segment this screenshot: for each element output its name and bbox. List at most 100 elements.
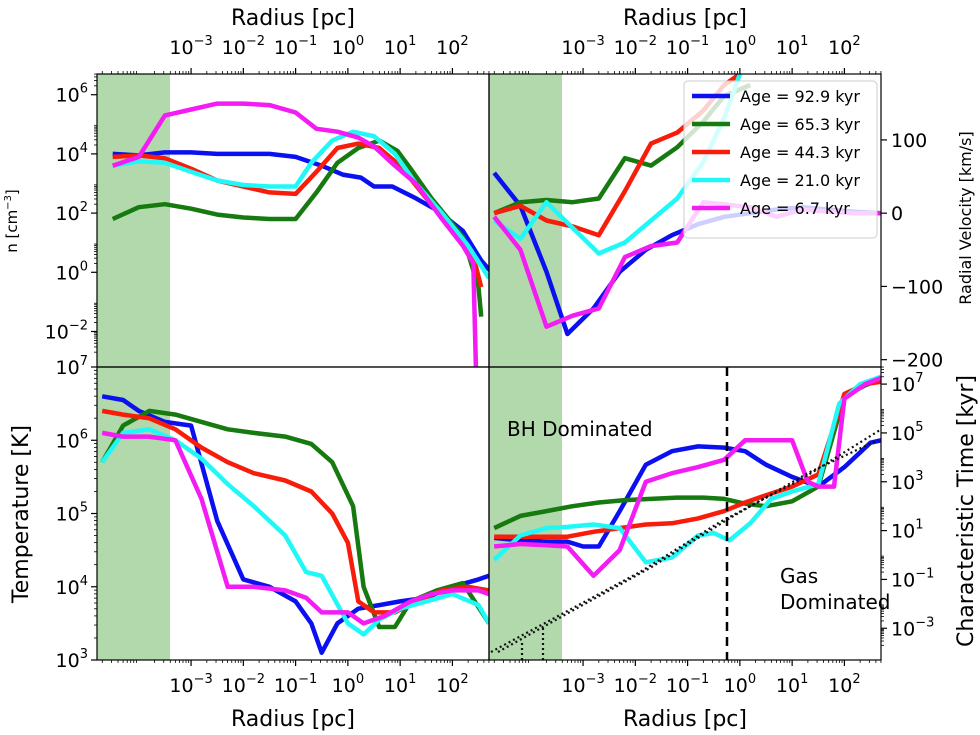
- xtick-sup-bottom-right-5: 2: [852, 672, 860, 687]
- ytick-base-bottom-left-1: 10: [56, 430, 80, 452]
- y-label-temperature: Temperature [K]: [9, 425, 34, 604]
- ytick-sup-bottom-right-4: −1: [915, 566, 934, 581]
- xtick-sup-top-right-0: −3: [586, 34, 605, 49]
- xtick-label-top-right-3: 100: [724, 34, 756, 59]
- legend-label-2: Age = 44.3 kyr: [740, 143, 860, 162]
- xtick-base-bottom-right-0: 10: [561, 675, 585, 697]
- xtick-sup-top-left-4: 1: [408, 34, 416, 49]
- xtick-label-top-left-3: 100: [332, 34, 364, 59]
- y-label-density: n [cm−3]: [3, 189, 21, 253]
- xtick-sup-top-right-2: −1: [690, 34, 709, 49]
- xtick-base-top-right-5: 10: [828, 37, 852, 59]
- xtick-sup-bottom-left-1: −2: [246, 672, 265, 687]
- ytick-label-bottom-right-3: 101: [891, 518, 923, 543]
- ytick-label-top-left-2: 102: [56, 200, 88, 225]
- y-label-density-main: n [cm: [3, 210, 21, 253]
- xtick-base-bottom-left-1: 10: [222, 675, 246, 697]
- xtick-base-bottom-left-0: 10: [169, 675, 193, 697]
- xtick-sup-bottom-right-1: −2: [638, 672, 657, 687]
- xtick-label-bottom-right-5: 102: [828, 672, 860, 697]
- xtick-label-top-left-1: 10−2: [222, 34, 265, 59]
- xtick-sup-bottom-right-4: 1: [800, 672, 808, 687]
- ytick-base-top-left-1: 10: [56, 144, 80, 166]
- ytick-sup-top-left-2: 2: [80, 200, 88, 215]
- xtick-label-bottom-left-4: 101: [384, 672, 416, 697]
- ytick-base-top-left-2: 10: [56, 203, 80, 225]
- legend-label-4: Age = 6.7 kyr: [740, 199, 850, 218]
- xtick-sup-top-left-2: −1: [298, 34, 317, 49]
- ytick-label-bottom-right-4: 10−1: [891, 566, 934, 591]
- xtick-label-bottom-right-1: 10−2: [614, 672, 657, 697]
- ytick-label-bottom-left-3: 104: [56, 574, 88, 599]
- xtick-sup-bottom-right-3: 0: [748, 672, 756, 687]
- annotation-gas: Gas: [780, 564, 818, 588]
- ytick-label-bottom-left-1: 106: [56, 427, 88, 452]
- xtick-label-top-left-5: 102: [436, 34, 468, 59]
- xtick-label-bottom-left-0: 10−3: [169, 672, 212, 697]
- ytick-label-top-left-1: 104: [56, 141, 88, 166]
- ytick-base-bottom-left-4: 10: [56, 650, 80, 672]
- y-label-density-end: ]: [3, 189, 21, 195]
- ytick-sup-bottom-right-1: 5: [915, 420, 923, 435]
- xtick-base-bottom-right-2: 10: [666, 675, 690, 697]
- series-bottom-right-3: [492, 374, 881, 565]
- ytick-base-bottom-right-1: 10: [891, 423, 915, 445]
- xtick-sup-top-right-1: −2: [638, 34, 657, 49]
- xtick-label-top-left-4: 101: [384, 34, 416, 59]
- ytick-base-bottom-right-4: 10: [891, 569, 915, 591]
- xtick-base-bottom-right-1: 10: [614, 675, 638, 697]
- ytick-label-top-left-3: 100: [56, 259, 88, 284]
- reference-dotted-line-2: [497, 439, 879, 653]
- xtick-sup-top-right-4: 1: [800, 34, 808, 49]
- ytick-sup-bottom-right-0: 7: [915, 371, 923, 386]
- xtick-base-top-right-3: 10: [724, 37, 748, 59]
- reference-dotted-lines: [490, 429, 881, 660]
- ytick-label-bottom-left-4: 103: [56, 647, 88, 672]
- legend-label-1: Age = 65.3 kyr: [740, 115, 860, 134]
- ytick-base-bottom-right-0: 10: [891, 374, 915, 396]
- xtick-label-bottom-right-0: 10−3: [561, 672, 604, 697]
- legend-label-0: Age = 92.9 kyr: [740, 87, 860, 106]
- xtick-label-bottom-left-2: 10−1: [274, 672, 317, 697]
- series-bottom-right-0: [493, 438, 881, 549]
- ytick-base-bottom-right-2: 10: [891, 472, 915, 494]
- xtick-sup-top-left-5: 2: [460, 34, 468, 49]
- ytick-base-top-left-3: 10: [56, 262, 80, 284]
- annotation-dominated: Dominated: [780, 590, 890, 614]
- ytick-sup-bottom-left-4: 3: [80, 647, 88, 662]
- xtick-sup-bottom-left-2: −1: [298, 672, 317, 687]
- xtick-label-top-left-2: 10−1: [274, 34, 317, 59]
- ytick-sup-bottom-left-3: 4: [80, 574, 88, 589]
- ytick-base-bottom-right-5: 10: [891, 618, 915, 640]
- xtick-base-top-left-1: 10: [222, 37, 246, 59]
- ytick-label-top-right-0: 100: [891, 130, 927, 152]
- xtick-sup-top-left-0: −3: [194, 34, 213, 49]
- ytick-label-top-right-2: −100: [891, 276, 943, 298]
- xtick-sup-top-right-5: 2: [852, 34, 860, 49]
- x-label-top-left: Radius [pc]: [231, 6, 355, 31]
- ytick-sup-bottom-right-3: 1: [915, 518, 923, 533]
- xtick-base-top-left-2: 10: [274, 37, 298, 59]
- xtick-base-top-left-0: 10: [169, 37, 193, 59]
- xtick-base-bottom-right-3: 10: [724, 675, 748, 697]
- y-label-velocity: Radial Velocity [km/s]: [956, 131, 975, 304]
- xtick-label-top-right-0: 10−3: [561, 34, 604, 59]
- ytick-label-bottom-right-1: 105: [891, 420, 923, 445]
- ytick-label-bottom-right-0: 107: [891, 371, 923, 396]
- ytick-base-bottom-right-3: 10: [891, 521, 915, 543]
- xtick-label-top-right-1: 10−2: [614, 34, 657, 59]
- ytick-sup-top-left-3: 0: [80, 259, 88, 274]
- xtick-sup-bottom-left-4: 1: [408, 672, 416, 687]
- xtick-base-bottom-left-5: 10: [436, 675, 460, 697]
- xtick-base-top-right-1: 10: [614, 37, 638, 59]
- xtick-sup-bottom-right-2: −1: [690, 672, 709, 687]
- ytick-base-bottom-left-0: 10: [56, 357, 80, 379]
- ytick-label-bottom-left-2: 105: [56, 501, 88, 526]
- xtick-base-bottom-right-4: 10: [776, 675, 800, 697]
- ytick-label-bottom-left-0: 107: [56, 354, 88, 379]
- ytick-sup-bottom-left-2: 5: [80, 501, 88, 516]
- y-label-density-sup: −3: [3, 195, 14, 210]
- legend-label-3: Age = 21.0 kyr: [740, 171, 860, 190]
- xtick-base-bottom-left-4: 10: [384, 675, 408, 697]
- series-bottom-left-4: [101, 430, 489, 626]
